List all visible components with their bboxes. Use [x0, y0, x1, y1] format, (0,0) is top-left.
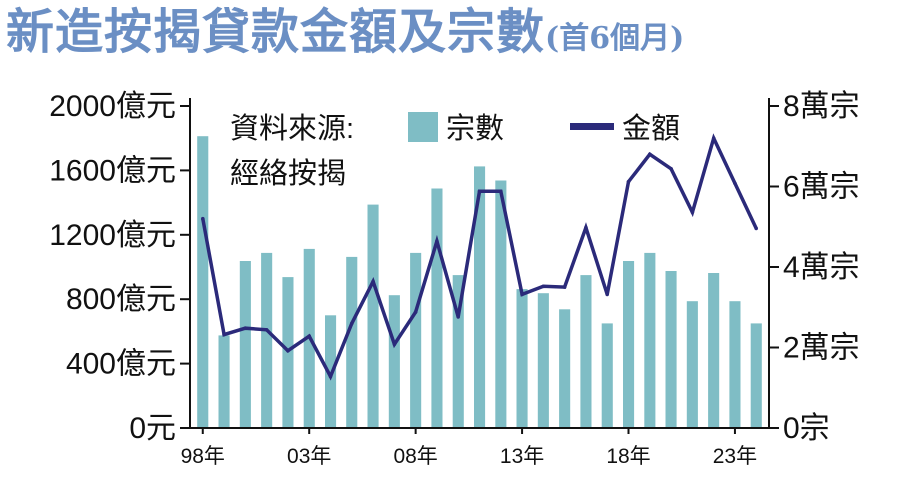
line-point	[669, 167, 673, 171]
axes	[180, 98, 779, 434]
line-series	[201, 133, 758, 381]
line-point	[222, 332, 226, 337]
line-point	[456, 315, 461, 319]
bar	[261, 252, 273, 428]
bar	[197, 136, 209, 428]
bar	[516, 289, 528, 428]
left-tick-label: 800億元	[66, 283, 176, 316]
bar	[729, 301, 741, 428]
left-tick-label: 0元	[129, 412, 176, 445]
right-tick-label: 4萬宗	[783, 251, 860, 284]
x-tick-label: 98年	[181, 445, 225, 468]
bar	[686, 301, 698, 428]
right-tick-label: 0宗	[783, 412, 830, 445]
bar	[410, 252, 422, 428]
line-point	[733, 181, 737, 186]
title-main: 新造按揭貸款金額及宗數	[6, 4, 546, 60]
bar	[367, 204, 379, 428]
bar	[388, 295, 400, 428]
line-point	[413, 310, 418, 314]
line-point	[605, 292, 609, 297]
legend-bar-swatch	[408, 112, 438, 142]
right-tick-label: 6萬宗	[783, 171, 860, 204]
x-tick-label: 18年	[606, 445, 650, 468]
bar	[559, 309, 571, 428]
bar	[325, 315, 337, 428]
right-tick-label: 2萬宗	[783, 332, 860, 365]
legend-line-label: 金額	[622, 112, 680, 145]
bar	[218, 335, 230, 428]
left-tick-label: 2000億元	[49, 90, 176, 123]
line-point	[243, 326, 248, 331]
line-point	[477, 189, 482, 194]
left-tick-label: 400億元	[66, 348, 176, 381]
line-point	[499, 189, 503, 194]
bar	[346, 256, 358, 428]
line-point	[690, 210, 695, 215]
legend: 資料來源: 經絡按揭 宗數 金額	[230, 112, 680, 190]
legend-bar-label: 宗數	[446, 112, 504, 145]
line-point	[648, 152, 652, 157]
chart-title: 新造按揭貸款金額及宗數(首6個月)	[6, 2, 684, 69]
tick-labels: 2000億元 1600億元 1200億元 800億元 400億元 0元 8萬宗 6萬宗 4萬宗 2…	[49, 90, 859, 468]
bar	[239, 261, 251, 428]
line-point	[371, 279, 375, 284]
line-point	[264, 328, 269, 332]
x-tick-label: 03年	[287, 445, 331, 468]
bar	[644, 252, 656, 428]
bar	[537, 293, 549, 428]
bar	[495, 180, 507, 428]
right-tick-label: 8萬宗	[783, 90, 860, 123]
line-point	[328, 374, 333, 379]
bar	[431, 188, 443, 428]
bar	[750, 323, 762, 428]
bar	[474, 166, 486, 428]
line-point	[711, 136, 716, 140]
bar	[580, 275, 592, 428]
line-point	[584, 225, 588, 230]
bar-series	[197, 136, 762, 428]
line-point	[520, 292, 524, 297]
legend-line-swatch	[570, 123, 614, 130]
bar	[708, 273, 720, 428]
line-point	[392, 342, 397, 347]
line-point	[350, 321, 354, 326]
bar	[452, 275, 464, 428]
source-name: 經絡按揭	[230, 157, 346, 190]
source-label: 資料來源:	[230, 112, 354, 145]
x-tick-label: 13年	[500, 445, 544, 468]
line-point	[626, 179, 631, 184]
bar	[623, 261, 635, 428]
line-point	[562, 285, 567, 289]
line-point	[307, 334, 312, 339]
x-tick-label: 08年	[393, 445, 437, 468]
line-point	[541, 284, 546, 289]
line-point	[754, 226, 758, 231]
bar	[665, 271, 677, 428]
x-tick-label: 23年	[713, 445, 757, 468]
bar	[601, 323, 613, 428]
line-point	[286, 348, 290, 353]
left-tick-label: 1600億元	[49, 154, 176, 187]
left-tick-label: 1200億元	[49, 219, 176, 252]
title-sub: (首6個月)	[545, 21, 685, 56]
line-point	[201, 216, 205, 221]
line-point	[435, 239, 439, 243]
